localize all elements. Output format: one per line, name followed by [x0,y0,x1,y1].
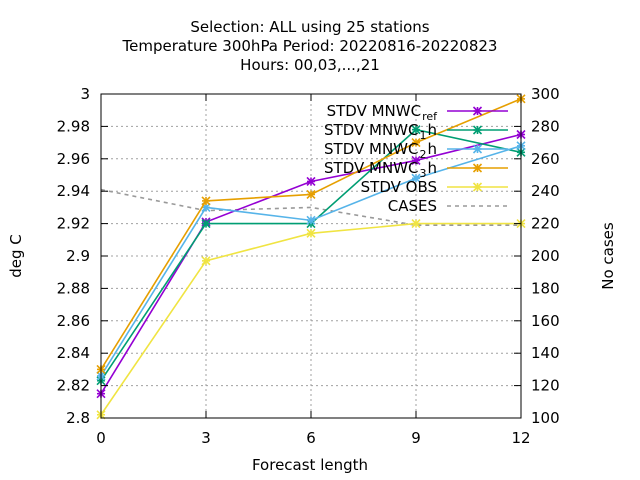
y2-tick-label: 100 [531,409,560,427]
y2-tick-label: 120 [531,377,560,395]
series-5 [100,188,521,227]
y2-tick-label: 160 [531,312,560,330]
data-point [411,219,421,229]
y-tick-label: 2.86 [57,312,90,330]
legend-marker [472,182,483,192]
legend-label-0: STDV MNWCref [327,102,439,123]
title-line-3: Hours: 00,03,...,21 [240,56,380,74]
data-point [201,256,211,266]
y-tick-label: 2.96 [57,150,90,168]
y2-tick-label: 240 [531,182,560,200]
data-point [411,125,421,135]
x-tick-label: 0 [96,429,106,447]
data-point [411,155,421,165]
y-tick-label: 2.88 [57,279,90,297]
legend-marker [472,144,483,154]
legend-label-1: STDV MNWC1h [324,121,437,142]
title-line-2: Temperature 300hPa Period: 20220816-2022… [122,37,498,55]
data-point [201,196,211,206]
data-point [411,173,421,183]
legend-label-5: CASES [388,197,437,215]
chart-title: Selection: ALL using 25 stations Tempera… [122,18,498,74]
y2-tick-label: 140 [531,344,560,362]
y2-tick-label: 180 [531,279,560,297]
data-point [201,219,211,229]
y-tick-label: 2.84 [57,344,90,362]
y-tick-label: 2.92 [57,215,90,233]
y-tick-label: 2.98 [57,117,90,135]
series-line-5 [100,188,521,227]
y2-tick-label: 220 [531,215,560,233]
x-tick-label: 9 [411,429,421,447]
y2-tick-label: 200 [531,247,560,265]
series-4 [96,219,526,420]
legend-label-4: STDV OBS [361,178,437,196]
legend-marker [472,125,483,135]
y-axis-label: deg C [7,234,25,278]
data-point [306,228,316,238]
grid [101,94,521,418]
legend-label-2: STDV MNWC2h [324,140,437,161]
data-point [306,215,316,225]
y-tick-label: 2.94 [57,182,90,200]
y-tick-label: 2.9 [66,247,90,265]
plot-series [96,94,526,420]
data-point [306,189,316,200]
y2-tick-label: 300 [531,85,560,103]
title-line-1: Selection: ALL using 25 stations [190,18,429,36]
x-tick-label: 6 [306,429,316,447]
data-point [411,138,421,148]
y-tick-label: 2.8 [66,409,90,427]
x-axis-label: Forecast length [252,456,368,474]
axis-ticks: 2.8 2.82 2.84 2.86 2.88 2.9 2.92 2.94 2.96 2.98 3 1… [57,85,560,447]
y2-tick-label: 280 [531,117,560,135]
y2-tick-label: 260 [531,150,560,168]
y-tick-label: 2.82 [57,377,90,395]
y-tick-label: 3 [80,85,90,103]
legend-label-3: STDV MNWC3h [324,159,437,180]
legend-marker [472,163,483,173]
legend-marker [472,106,483,116]
x-tick-label: 3 [201,429,211,447]
y2-axis-label: No cases [599,222,617,290]
x-tick-label: 12 [511,429,530,447]
data-point [306,176,316,187]
